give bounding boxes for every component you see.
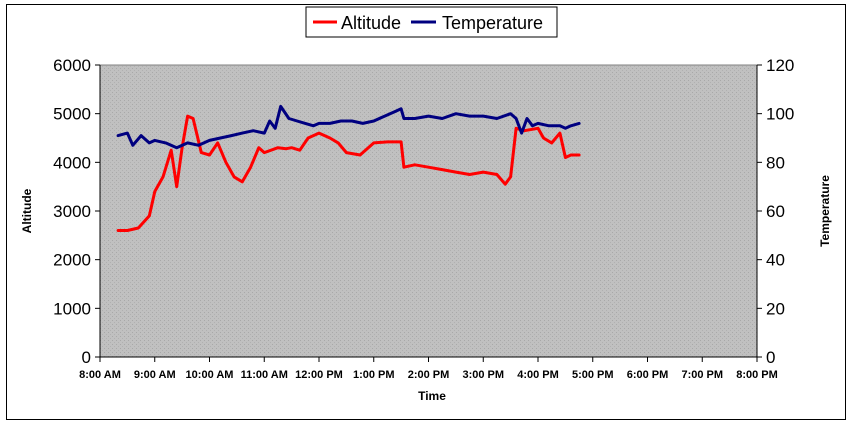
legend-label-altitude: Altitude: [341, 13, 401, 33]
legend: Altitude Temperature: [305, 6, 558, 38]
left-tick-label: 5000: [53, 105, 91, 124]
series-layer: [116, 104, 581, 232]
right-tick-label: 40: [766, 251, 785, 270]
right-tick-label: 20: [766, 299, 785, 318]
left-tick-label: 3000: [53, 202, 91, 221]
x-tick-label: 9:00 AM: [134, 369, 176, 381]
x-tick-label: 10:00 AM: [186, 369, 234, 381]
left-axis: 0 1000 2000 3000 4000 5000 6000: [53, 56, 101, 367]
x-tick-label: 4:00 PM: [517, 369, 559, 381]
right-tick-label: 100: [766, 105, 794, 124]
x-tick-label: 11:00 AM: [241, 369, 288, 381]
x-axis: 8:00 AM 9:00 AM 10:00 AM 11:00 AM 12:00 PM 1:…: [79, 356, 778, 381]
right-axis: 0 20 40 60 80 100 120: [756, 56, 794, 367]
x-tick-label: 3:00 PM: [462, 369, 504, 381]
left-tick-label: 2000: [53, 251, 91, 270]
legend-label-temperature: Temperature: [442, 13, 543, 33]
x-tick-label: 8:00 AM: [79, 369, 121, 381]
x-tick-label: 5:00 PM: [572, 369, 614, 381]
right-tick-label: 60: [766, 202, 785, 221]
series-line-temperature: [116, 104, 581, 150]
y-right-axis-title: Temperature: [818, 175, 832, 247]
left-tick-label: 0: [82, 348, 91, 367]
x-tick-label: 6:00 PM: [627, 369, 669, 381]
plot-area: [99, 64, 758, 358]
right-tick-label: 0: [766, 348, 775, 367]
left-tick-label: 6000: [53, 56, 91, 75]
y-left-axis-title: Altitude: [20, 188, 34, 233]
right-tick-label: 80: [766, 153, 785, 172]
right-tick-label: 120: [766, 56, 794, 75]
x-tick-label: 7:00 PM: [681, 369, 723, 381]
x-tick-label: 2:00 PM: [408, 369, 450, 381]
x-tick-label: 1:00 PM: [353, 369, 395, 381]
left-tick-label: 1000: [53, 299, 91, 318]
series-line-altitude: [116, 114, 581, 232]
x-axis-title: Time: [418, 389, 446, 403]
x-tick-label: 8:00 PM: [736, 369, 778, 381]
left-tick-label: 4000: [53, 153, 91, 172]
x-tick-label: 12:00 PM: [295, 369, 343, 381]
